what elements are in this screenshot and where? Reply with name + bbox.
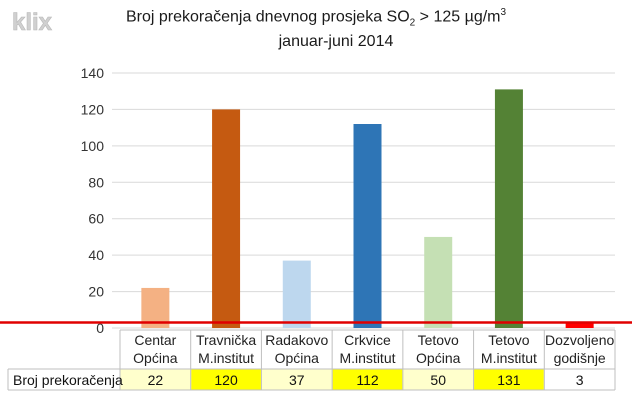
bar: [565, 322, 594, 328]
table-value-cell: [332, 369, 403, 390]
y-tick-label: 40: [88, 247, 104, 263]
bar: [212, 109, 241, 328]
chart-title-middle: > 125 µg/m: [415, 8, 501, 26]
chart-subtitle: januar-juni 2014: [0, 33, 632, 51]
x-category-label: Crkvice: [344, 332, 391, 348]
y-axis: 0 20 40 60 80 100 120 140: [81, 65, 105, 336]
table-value: 131: [497, 372, 521, 388]
table-value: 3: [576, 372, 584, 388]
x-category-label: godišnje: [554, 350, 606, 366]
series-name-label: Broj prekoračenja: [13, 372, 123, 388]
x-category-label: M.institut: [198, 350, 254, 366]
y-tick-label: 140: [81, 65, 105, 81]
x-category-label: Općina: [133, 350, 178, 366]
x-category-label: Općina: [275, 350, 320, 366]
table-value: 112: [356, 372, 379, 388]
table-value-cell: [474, 369, 544, 390]
watermark-text: klix: [12, 9, 53, 36]
table-value-cell: [261, 369, 332, 390]
x-category-label: Radakovo: [265, 332, 328, 348]
chart-title-prefix: Broj prekoračenja dnevnog prosjeka SO: [125, 8, 410, 26]
chart-title: Broj prekoračenja dnevnog prosjeka SO2 >…: [0, 7, 632, 29]
y-tick-label: 20: [88, 284, 104, 300]
table-value-cell: [544, 369, 615, 390]
watermark-logo: klix: [10, 8, 68, 37]
chart-title-subscript: 2: [409, 17, 416, 29]
table-value: 120: [214, 372, 238, 388]
y-tick-label: 120: [81, 101, 105, 117]
bar: [494, 89, 523, 329]
bar: [282, 260, 311, 328]
x-category-label: Općina: [416, 350, 461, 366]
x-category-label: Tetovo: [418, 332, 459, 348]
bar: [424, 236, 453, 328]
x-category-label: Tetovo: [488, 332, 529, 348]
bars: [141, 89, 594, 329]
table-value: 50: [430, 372, 446, 388]
table-value: 37: [289, 372, 305, 388]
table-value: 22: [148, 372, 164, 388]
bar: [353, 124, 382, 328]
table-value-cell: [403, 369, 474, 390]
y-tick-label: 100: [81, 138, 105, 154]
table-value-cell: [120, 369, 191, 390]
x-category-label: M.institut: [481, 350, 537, 366]
x-category-label: Centar: [134, 332, 176, 348]
x-category-label: Travnička: [196, 332, 256, 348]
y-tick-label: 80: [88, 174, 104, 190]
y-tick-label: 0: [96, 320, 104, 336]
chart-title-superscript: 3: [500, 7, 507, 18]
y-tick-label: 60: [88, 211, 104, 227]
table-value-cell: [191, 369, 261, 390]
x-category-label: Dozvoljeno: [545, 332, 614, 348]
x-category-label: M.institut: [339, 350, 395, 366]
data-table: Centar Općina Travnička M.institut Radakovo O…: [7, 329, 616, 391]
chart-subtitle-text: januar-juni 2014: [278, 33, 394, 50]
